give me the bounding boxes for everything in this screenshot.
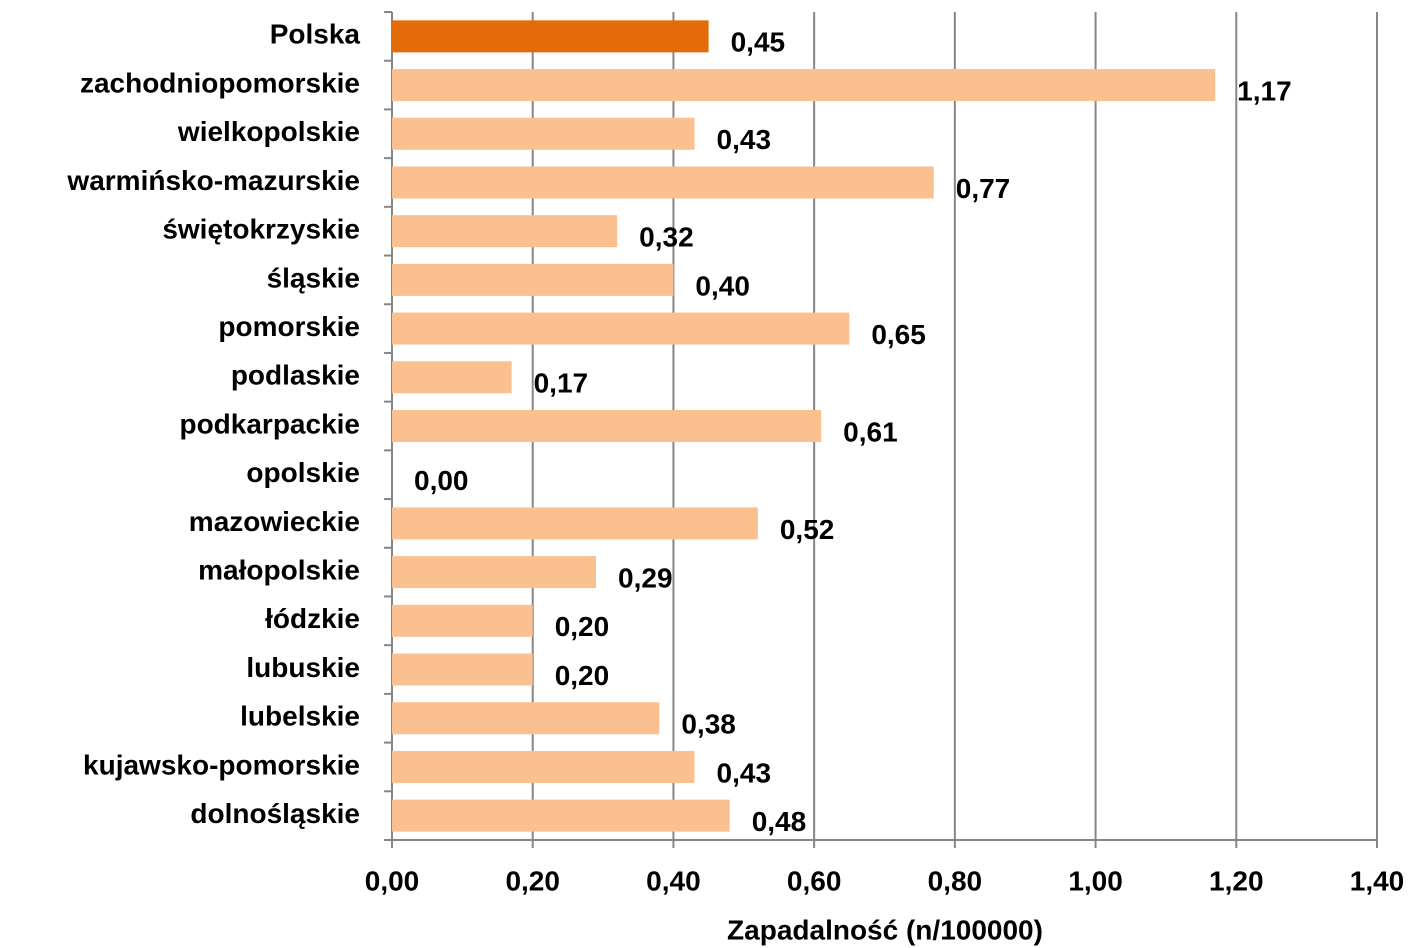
data-label: 0,43	[717, 124, 772, 155]
data-label: 0,40	[695, 270, 750, 301]
x-tick-label: 1,40	[1350, 865, 1405, 896]
bar	[392, 263, 674, 296]
bar	[392, 750, 695, 783]
data-label: 0,65	[871, 319, 926, 350]
y-tick-label: śląskie	[267, 262, 360, 293]
y-tick-label: podkarpackie	[179, 408, 360, 439]
y-tick-label: dolnośląskie	[190, 798, 360, 829]
data-label: 0,20	[555, 611, 610, 642]
y-tick-label: łódzkie	[265, 603, 360, 634]
bar	[392, 702, 660, 735]
data-label: 0,20	[555, 660, 610, 691]
y-tick-label: zachodniopomorskie	[80, 67, 360, 98]
x-tick-label: 1,00	[1068, 865, 1123, 896]
data-label: 0,77	[956, 173, 1011, 204]
y-tick-label: opolskie	[246, 457, 360, 488]
x-tick-label: 0,40	[646, 865, 701, 896]
y-tick-label: lubelskie	[240, 701, 360, 732]
x-tick-label: 0,20	[505, 865, 560, 896]
x-tick-label: 0,60	[787, 865, 842, 896]
bar	[392, 410, 822, 442]
data-label: 0,43	[717, 757, 772, 788]
bar	[392, 312, 850, 345]
y-tick-label: wielkopolskie	[177, 116, 360, 147]
bar	[392, 215, 618, 248]
y-tick-label: mazowieckie	[189, 506, 360, 537]
data-label: 0,45	[731, 27, 786, 58]
data-label: 0,61	[843, 416, 898, 447]
bar	[392, 69, 1216, 102]
data-label: 0,52	[780, 514, 835, 545]
y-tick-label: małopolskie	[198, 555, 360, 586]
x-tick-label: 0,00	[365, 865, 420, 896]
y-tick-label: pomorskie	[218, 311, 360, 342]
bar	[392, 507, 758, 540]
bar	[392, 117, 695, 150]
x-axis-title: Zapadalność (n/100000)	[727, 914, 1043, 945]
y-tick-label: kujawsko-pomorskie	[83, 749, 360, 780]
bar	[392, 166, 934, 199]
bar	[392, 653, 533, 686]
y-tick-label: świętokrzyskie	[162, 214, 360, 245]
x-tick-label: 0,80	[928, 865, 983, 896]
y-tick-label: Polska	[270, 19, 361, 50]
bar	[392, 799, 730, 832]
bar	[392, 604, 533, 637]
data-label: 0,17	[534, 368, 589, 399]
y-tick-label: lubuskie	[246, 652, 360, 683]
bar	[392, 20, 709, 53]
data-label: 0,48	[752, 806, 807, 837]
y-tick-label: podlaskie	[231, 360, 360, 391]
data-label: 1,17	[1237, 75, 1292, 106]
data-label: 0,38	[681, 709, 736, 740]
x-tick-label: 1,20	[1209, 865, 1264, 896]
data-label: 0,32	[639, 222, 694, 253]
bar	[392, 361, 512, 394]
bar	[392, 556, 597, 589]
data-label: 0,00	[414, 465, 469, 496]
y-tick-label: warmińsko-mazurskie	[66, 165, 360, 196]
data-label: 0,29	[618, 563, 673, 594]
